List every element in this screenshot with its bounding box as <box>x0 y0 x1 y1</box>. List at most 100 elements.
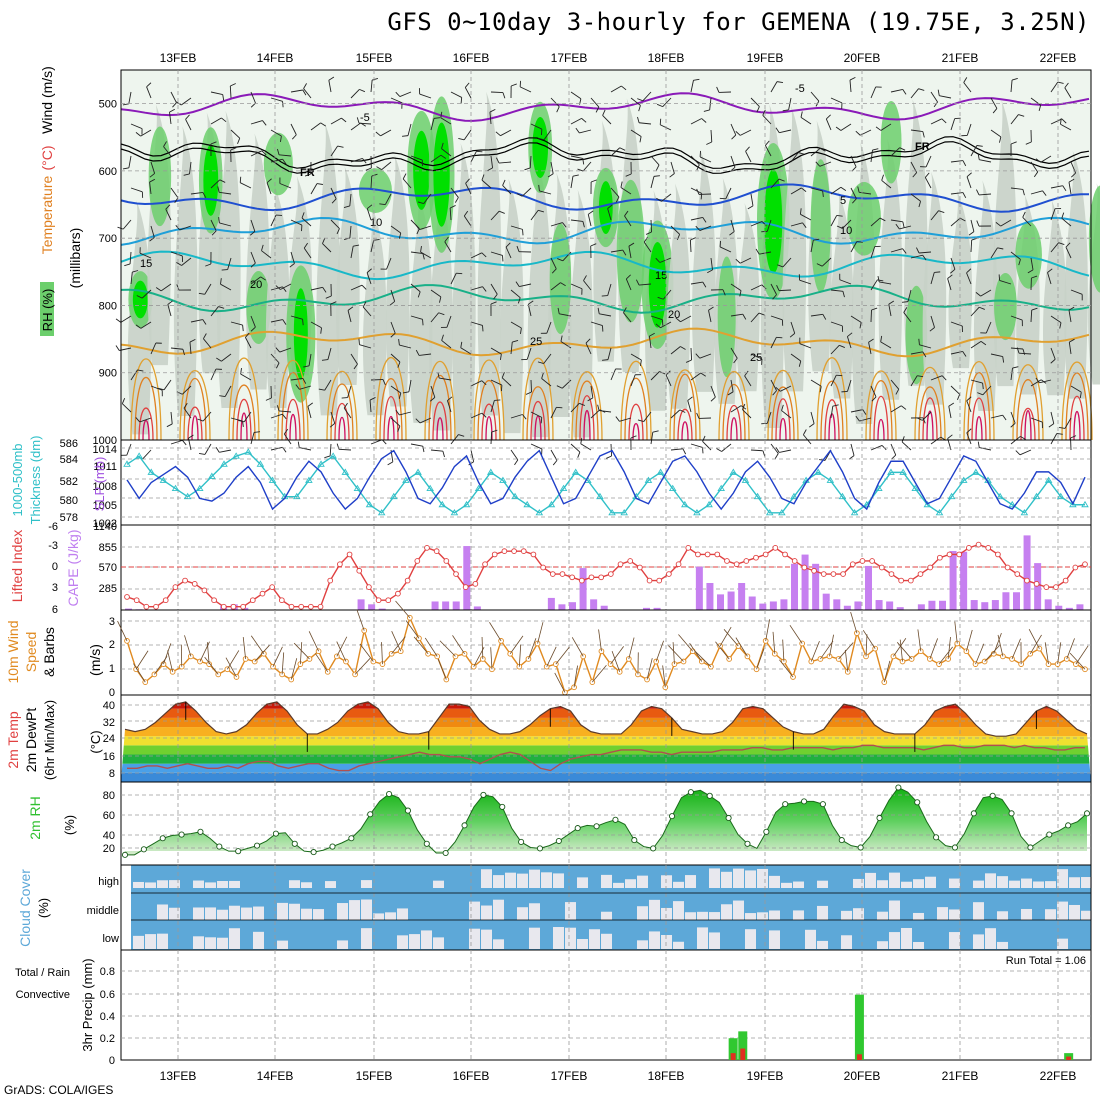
wind-barb <box>680 315 692 323</box>
wind-barb <box>950 118 956 131</box>
precip-conv-label: Convective <box>16 989 70 1001</box>
wind-barb-flag <box>1047 268 1053 273</box>
wind-barb-10m <box>573 665 578 688</box>
wind-barb-10m <box>225 657 237 678</box>
wind-barb-flag <box>922 131 925 138</box>
cloud-unit-label: (%) <box>36 898 51 918</box>
wind-barb <box>510 414 523 419</box>
cloud-level-label: high <box>98 876 119 888</box>
wind-barb <box>583 280 592 291</box>
wind-barb-10m <box>206 642 210 665</box>
wind-barb-flag <box>849 76 856 81</box>
wind-barb <box>830 215 838 227</box>
wind-barb <box>623 312 632 323</box>
cloud-cover-bar <box>985 873 996 888</box>
wind-barb-flag <box>353 363 358 370</box>
top-date-label: 22FEB <box>1040 51 1077 65</box>
cloud-cover-bar <box>841 935 852 949</box>
thickness-point <box>608 508 616 516</box>
thickness-point <box>195 484 204 492</box>
wind-barb <box>948 406 952 419</box>
temperature-contour-lower <box>963 360 995 441</box>
wind-barb <box>930 375 943 381</box>
cape-bar <box>368 604 376 610</box>
wind-barb <box>369 400 372 413</box>
wind-barb <box>690 216 703 221</box>
wind-barb-flag <box>602 359 609 361</box>
wind-barb <box>240 182 252 189</box>
wind-barb-10m <box>250 635 265 655</box>
wind-barb-flag <box>220 278 222 285</box>
thickness-point <box>535 508 544 516</box>
cape-bar <box>1044 599 1052 610</box>
wind-barb-flag <box>655 257 661 263</box>
wind-barb <box>444 241 452 253</box>
cape-bar <box>801 554 809 610</box>
wind-barb-flag <box>295 384 300 390</box>
rh-point <box>121 851 129 858</box>
wind-barb-flag <box>966 268 972 274</box>
wind-barb <box>730 379 734 392</box>
cloud-cover-bar <box>1081 877 1092 888</box>
wind-barb-flag <box>275 285 281 290</box>
wind-barb-flag <box>696 164 700 171</box>
wind-barb-flag <box>722 289 726 296</box>
wind-barb <box>464 87 472 99</box>
cape-tick: 285 <box>99 583 117 595</box>
slp-line <box>126 449 1086 511</box>
cape-bar <box>452 601 460 610</box>
wind-barb <box>303 88 312 99</box>
wind-barb <box>762 114 772 125</box>
wind-barb <box>390 385 402 394</box>
wind-barb-flag <box>707 269 713 274</box>
wind-barb-flag <box>397 361 401 368</box>
wind-barb <box>170 91 177 103</box>
wind-barb-flag <box>1048 423 1055 428</box>
wind-barb-flag <box>916 417 923 421</box>
wind-barb-flag <box>230 147 237 151</box>
wind-barb-flag <box>494 399 501 401</box>
cape-bar <box>970 600 978 610</box>
wind-barb <box>244 337 252 349</box>
wind-barb-flag <box>742 314 747 320</box>
dewpoint-line <box>127 744 1085 772</box>
rh-point <box>253 842 261 849</box>
rh-saturated-cell <box>532 117 549 178</box>
wind-barb-flag <box>440 111 443 118</box>
wind-barb-flag <box>1065 242 1071 248</box>
thickness-point <box>717 484 725 492</box>
wind-barb-flag <box>211 230 217 236</box>
lifted-index-point <box>820 571 827 577</box>
thickness-point <box>353 484 362 492</box>
wind-barb <box>870 86 877 99</box>
wind-barb-flag <box>587 397 594 402</box>
wind-barb-flag <box>146 82 152 88</box>
wind-barb <box>189 342 192 355</box>
wind-barb-flag <box>982 383 984 390</box>
wind-barb-flag <box>557 258 564 262</box>
rh-plume <box>736 202 760 392</box>
wind-barb <box>1050 118 1063 125</box>
wind-barb-10m <box>779 659 794 678</box>
wind-barb-flag <box>512 340 519 343</box>
lifted-index-point <box>404 577 411 584</box>
wind-barb-flag <box>977 153 980 160</box>
cape-bar <box>748 596 756 610</box>
wind-barb-flag <box>902 221 905 228</box>
thickness-point <box>644 476 653 483</box>
cloud-cover-bar <box>625 879 636 888</box>
wind-barb-flag <box>761 221 767 227</box>
cloud-cover-bar <box>781 882 792 888</box>
wind-barb <box>120 315 132 323</box>
temperature-contour-lower <box>677 408 693 441</box>
wind-barb-flag <box>429 397 436 402</box>
thickness-point <box>474 484 483 492</box>
contour-label: 25 <box>530 336 542 348</box>
wind-barb-10m <box>954 621 958 644</box>
cloud-cover-bar <box>805 929 816 949</box>
lifted-index-point <box>975 541 982 548</box>
rh-point <box>914 799 921 806</box>
wind-barb-flag <box>538 137 545 141</box>
wind-axis-label-1: 10m Wind <box>5 620 21 683</box>
wind-barb <box>441 148 452 157</box>
